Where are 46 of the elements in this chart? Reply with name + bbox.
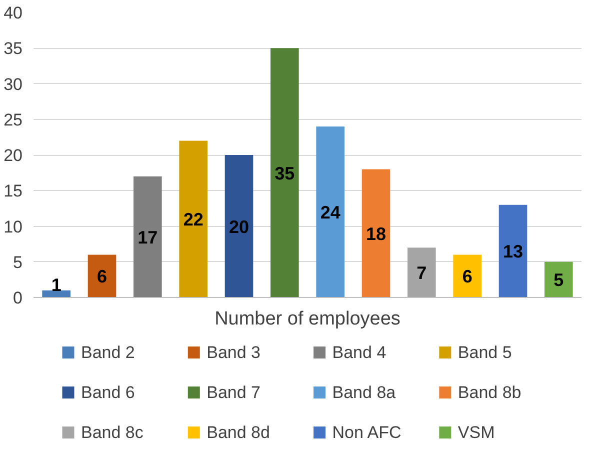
bar (544, 262, 573, 298)
data-label: 24 (320, 202, 340, 222)
legend-label: Band 8a (332, 383, 396, 402)
y-tick-label: 15 (4, 182, 23, 201)
bar (316, 126, 344, 298)
legend-label: Band 5 (458, 343, 512, 362)
y-tick-label: 30 (4, 74, 23, 94)
data-label: 6 (96, 266, 108, 287)
data-label: 20 (228, 216, 250, 237)
data-label: 13 (502, 242, 524, 262)
legend-label: Band 6 (80, 383, 135, 402)
data-label: 18 (366, 224, 386, 244)
y-tick-label: 20 (4, 146, 23, 165)
legend-label: Non AFC (332, 423, 402, 442)
bar (453, 254, 482, 298)
legend-label: Band 8c (80, 423, 144, 442)
bar (362, 169, 390, 298)
legend-label: Band 8b (458, 383, 522, 402)
y-tick-label: 35 (4, 39, 23, 58)
legend-label: Band 7 (206, 383, 261, 402)
bar (408, 248, 436, 298)
data-label: 17 (138, 227, 158, 248)
y-tick-label: 25 (4, 110, 23, 130)
legend-label: Band 4 (332, 343, 386, 362)
data-label: 5 (554, 270, 564, 290)
legend-label: Band 8d (206, 423, 270, 442)
bar (88, 254, 116, 298)
y-tick-label: 0 (13, 288, 23, 308)
data-label: 7 (416, 263, 427, 284)
y-tick-label: 10 (4, 217, 23, 236)
bar (498, 204, 528, 298)
legend-label: VSM (458, 423, 495, 442)
y-tick-label: 40 (4, 4, 23, 22)
data-label: 35 (274, 163, 295, 184)
y-tick-label: 5 (13, 252, 23, 272)
x-tick-label: Number of employees (214, 308, 400, 330)
bar (42, 290, 70, 298)
data-label: 6 (462, 266, 472, 287)
legend-label: Band 2 (80, 343, 135, 362)
data-label: 1 (51, 275, 62, 295)
bar (179, 140, 208, 298)
bar (134, 176, 162, 298)
bar (224, 155, 254, 298)
bar (270, 48, 299, 298)
data-label: 22 (183, 210, 204, 230)
legend-label: Band 3 (206, 343, 261, 362)
